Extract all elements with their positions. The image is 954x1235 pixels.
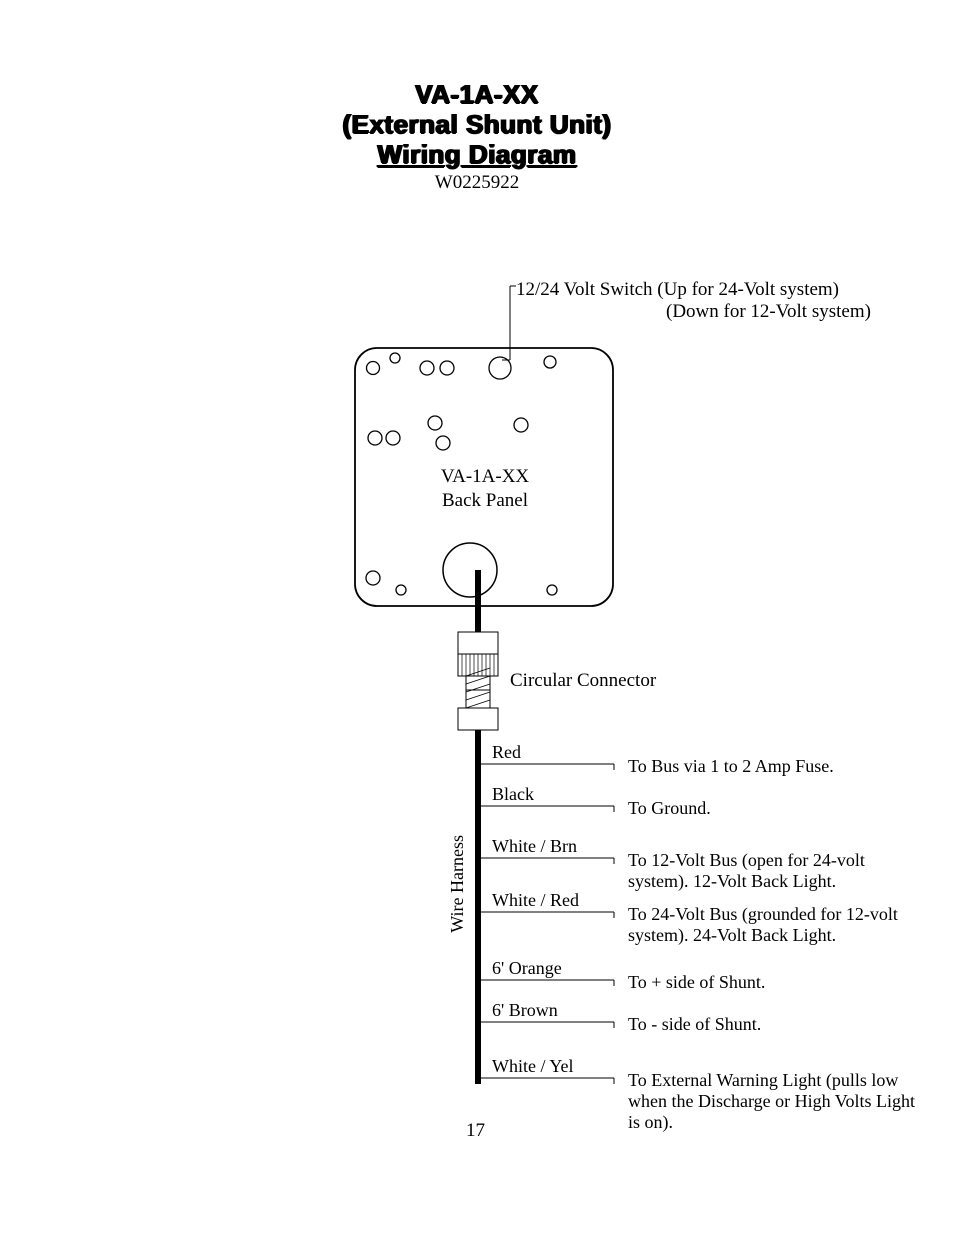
page: VA-1A-XX (External Shunt Unit) Wiring Di… [0,0,954,1235]
wire-description: To 12-Volt Bus (open for 24-volt system)… [628,850,918,892]
wire-color-label: White / Yel [492,1056,574,1077]
page-number: 17 [466,1120,485,1142]
switch-label-line2: (Down for 12-Volt system) [666,300,871,324]
wire-description: To 24-Volt Bus (grounded for 12-volt sys… [628,904,918,946]
wire-description: To - side of Shunt. [628,1014,761,1035]
wire-color-label: Red [492,742,521,763]
switch-label-line1: 12/24 Volt Switch (Up for 24-Volt system… [516,278,839,302]
wire-description: To Bus via 1 to 2 Amp Fuse. [628,756,834,777]
wire-color-label: 6' Brown [492,1000,558,1021]
wire-description: To External Warning Light (pulls low whe… [628,1070,918,1133]
panel-label-line2: Back Panel [442,490,528,511]
wire-harness-label: Wire Harness [447,835,468,933]
wire-description: To Ground. [628,798,711,819]
wire-color-label: White / Brn [492,836,577,857]
wire-color-label: Black [492,784,534,805]
wiring-diagram-svg [0,0,954,1235]
panel-label-line1: VA-1A-XX [441,466,529,487]
connector-label: Circular Connector [510,669,656,693]
wire-description: To + side of Shunt. [628,972,765,993]
wire-color-label: White / Red [492,890,579,911]
wire-color-label: 6' Orange [492,958,562,979]
panel-label: VA-1A-XX Back Panel [390,465,580,513]
